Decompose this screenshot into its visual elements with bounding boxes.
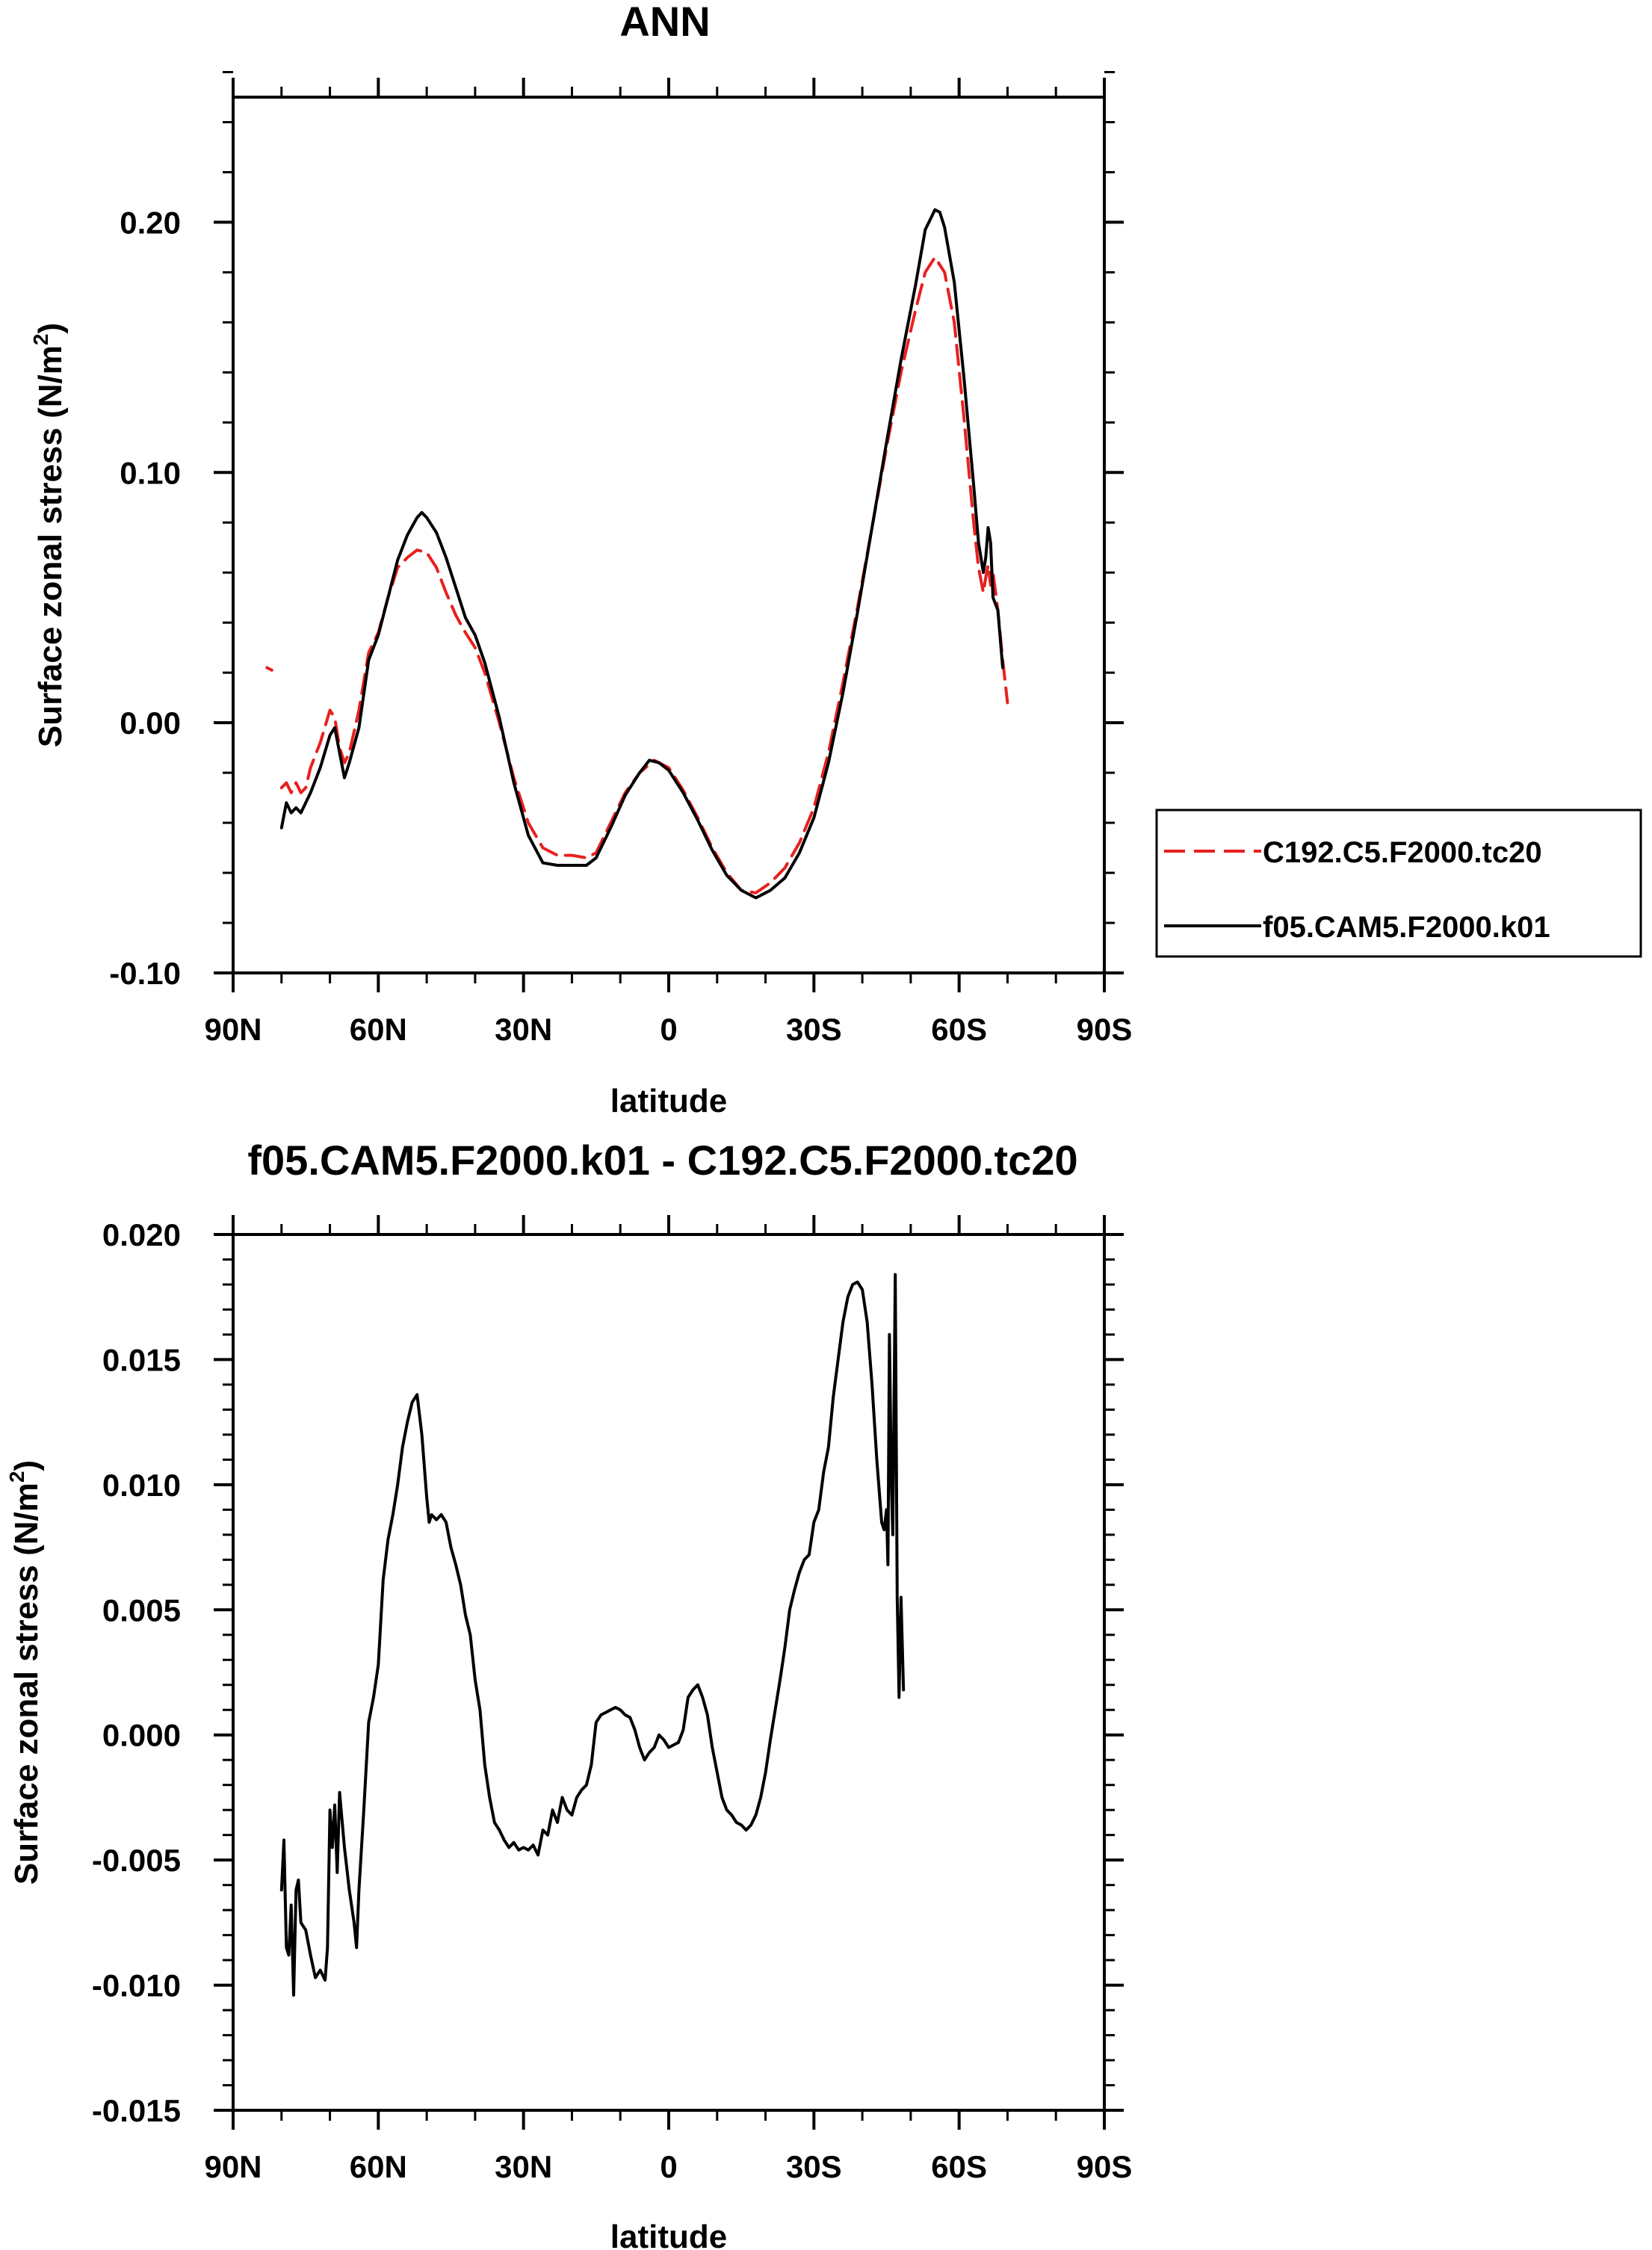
- top-y-tick-label: 0.10: [120, 455, 181, 490]
- bottom-y-axis-label: Surface zonal stress (N/m2): [5, 1460, 45, 1885]
- bottom-chart-title: f05.CAM5.F2000.k01 - C192.C5.F2000.tc20: [247, 1137, 1077, 1184]
- bottom-y-axis-label-text: Surface zonal stress (N/m: [8, 1483, 45, 1885]
- top-series-line-1-seg-0: [279, 208, 1004, 900]
- top-series: [265, 208, 1009, 900]
- legend-box: [1155, 809, 1642, 958]
- bottom-x-tick-label: 0: [660, 2149, 677, 2184]
- bottom-x-tick-label: 30N: [495, 2149, 552, 2184]
- top-x-tick-label: 30S: [786, 1012, 842, 1047]
- top-series-line-0-seg-1: [279, 256, 1009, 894]
- legend-label-f05: f05.CAM5.F2000.k01: [1263, 911, 1550, 944]
- legend: C192.C5.F2000.tc20 f05.CAM5.F2000.k01: [1155, 809, 1642, 958]
- top-ticks: 90N 60N 30N 0 30S 60S 90S -0.10 0.00 0.10 0.20: [109, 71, 1133, 1047]
- bottom-x-tick-label: 60N: [350, 2149, 407, 2184]
- bottom-y-tick-label: 0.005: [102, 1592, 181, 1628]
- bottom-x-tick-label: 90N: [204, 2149, 262, 2184]
- top-x-tick-label: 60S: [931, 1012, 987, 1047]
- bottom-series-line-0-seg-0: [279, 1273, 906, 1997]
- legend-label-c192: C192.C5.F2000.tc20: [1263, 836, 1542, 869]
- bottom-y-tick-label: -0.010: [92, 1968, 181, 2003]
- bottom-ticks: 90N 60N 30N 0 30S 60S 90S -0.015 -0.010 -0.005 0.0…: [92, 1215, 1132, 2184]
- top-y-tick-label: 0.20: [120, 205, 181, 240]
- bottom-y-tick-label: -0.005: [92, 1843, 181, 1878]
- top-series-line-0-seg-0: [265, 666, 273, 672]
- top-x-tick-label: 0: [660, 1012, 677, 1047]
- top-panel: ANN 90N 60N 30N 0 30S 60S 90S -0.10 0.00 0.10 0.20…: [29, 0, 1132, 1119]
- bottom-x-tick-label: 90S: [1077, 2149, 1133, 2184]
- bottom-plot-frame: [232, 1233, 1106, 2112]
- bottom-y-tick-label: 0.000: [102, 1718, 181, 1753]
- top-x-tick-label: 60N: [350, 1012, 407, 1047]
- top-x-axis-label: latitude: [610, 1083, 727, 1119]
- top-y-tick-label: 0.00: [120, 705, 181, 741]
- top-chart-title: ANN: [619, 0, 710, 45]
- bottom-y-axis-label-close: ): [8, 1460, 45, 1471]
- top-y-axis-label: Surface zonal stress (N/m2): [29, 323, 69, 747]
- bottom-y-tick-label: 0.020: [102, 1217, 181, 1252]
- top-x-tick-label: 30N: [495, 1012, 552, 1047]
- top-x-tick-label: 90S: [1077, 1012, 1133, 1047]
- bottom-series: [279, 1273, 906, 1997]
- bottom-x-axis-label: latitude: [610, 2219, 727, 2250]
- top-plot-frame: [232, 96, 1106, 974]
- top-y-tick-label: -0.10: [109, 956, 181, 991]
- bottom-y-tick-label: 0.015: [102, 1342, 181, 1377]
- top-x-tick-label: 90N: [204, 1012, 262, 1047]
- top-y-axis-label-close: ): [32, 323, 69, 334]
- bottom-y-axis-label-sup: 2: [5, 1471, 28, 1483]
- bottom-y-tick-label: -0.015: [92, 2093, 181, 2128]
- bottom-x-tick-label: 60S: [931, 2149, 987, 2184]
- bottom-panel: f05.CAM5.F2000.k01 - C192.C5.F2000.tc20 …: [5, 1137, 1132, 2250]
- top-y-axis-label-sup: 2: [29, 334, 52, 346]
- bottom-y-tick-label: 0.010: [102, 1468, 181, 1503]
- bottom-x-tick-label: 30S: [786, 2149, 842, 2184]
- top-y-axis-label-text: Surface zonal stress (N/m: [32, 345, 69, 747]
